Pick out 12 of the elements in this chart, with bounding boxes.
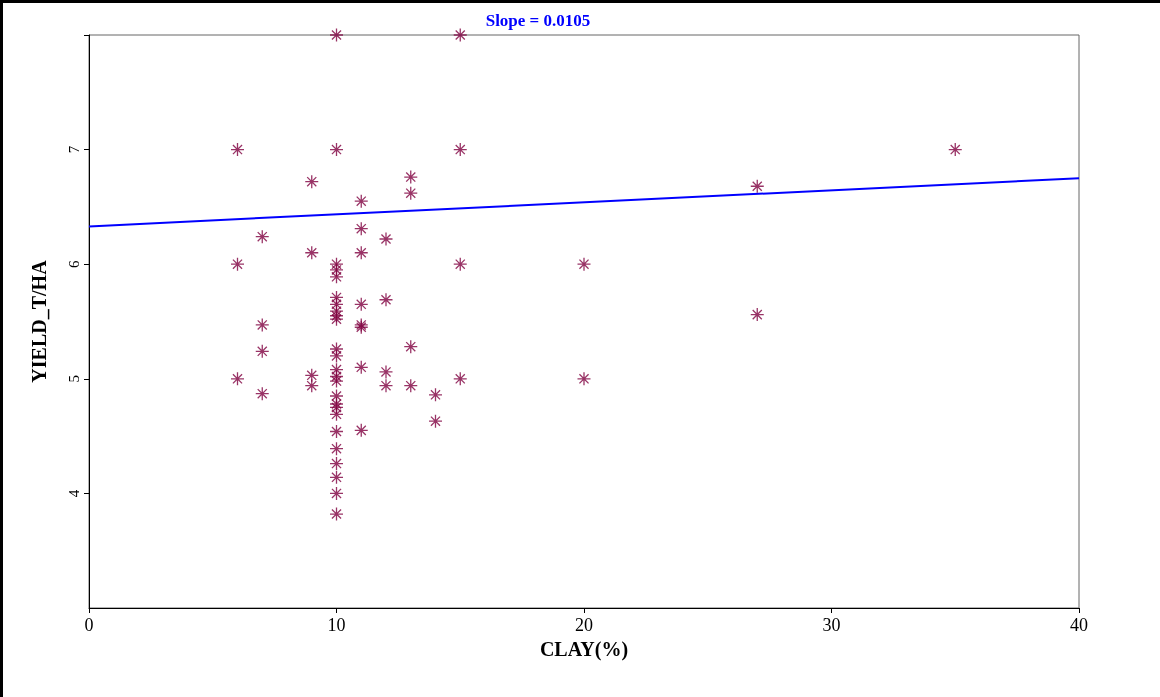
x-tick-label: 10 (327, 615, 346, 635)
x-tick-label: 0 (84, 615, 94, 635)
y-tick-label: 6 (65, 259, 82, 268)
y-tick-label: 4 (65, 489, 82, 498)
y-axis-title: YIELD_T/HA (28, 259, 50, 383)
y-tick-label: 5 (65, 375, 82, 383)
x-tick-label: 30 (822, 615, 841, 635)
y-tick-label: 7 (65, 145, 82, 154)
x-tick-label: 20 (575, 615, 593, 635)
x-axis-title: CLAY(%) (539, 637, 629, 661)
chart-title: Slope = 0.0105 (485, 11, 591, 30)
x-tick-label: 40 (1070, 615, 1088, 635)
